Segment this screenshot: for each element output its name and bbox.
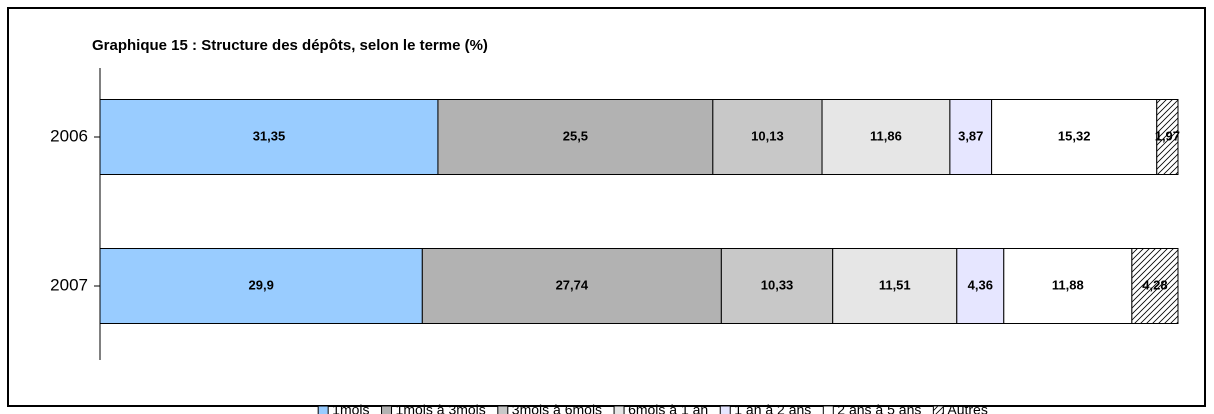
bar-segment: [421, 248, 722, 324]
bar-segment: [1131, 248, 1179, 324]
bar-segment: [956, 248, 1005, 324]
data-label: 10,33: [761, 277, 794, 292]
legend-label: 1mois: [332, 402, 369, 414]
legend-swatch: [822, 405, 834, 414]
bar-segment: [1003, 248, 1133, 324]
data-label: 1,97: [1155, 128, 1180, 143]
data-label: 27,74: [556, 277, 589, 292]
bar-segment: [99, 99, 439, 175]
category-label: 2007: [50, 275, 88, 294]
bar-segment: [991, 99, 1158, 175]
legend-swatch: [317, 405, 329, 414]
bar-segment: [832, 248, 958, 324]
data-label: 11,86: [870, 128, 902, 143]
legend-label: 1 an à 2 ans: [734, 402, 811, 414]
bar-segment: [1156, 99, 1179, 175]
bar-segment: [437, 99, 714, 175]
frame: [7, 7, 1206, 407]
data-label: 25,5: [563, 128, 588, 143]
chart-title: Graphique 15 : Structure des dépôts, sel…: [92, 37, 488, 54]
category-label: 2006: [50, 126, 88, 145]
data-label: 4,36: [968, 277, 993, 292]
data-label: 11,51: [879, 277, 911, 292]
legend-swatch: [719, 405, 731, 414]
legend-swatch: [613, 405, 625, 414]
legend-label: 2 ans à 5 ans: [837, 402, 921, 414]
legend-swatch: [381, 405, 393, 414]
data-label: 31,35: [253, 128, 286, 143]
legend-swatch: [497, 405, 509, 414]
data-label: 11,88: [1052, 277, 1084, 292]
bar-segment: [712, 99, 823, 175]
bar-segment: [99, 248, 423, 324]
legend-label: 3mois à 6mois: [512, 402, 602, 414]
data-label: 29,9: [249, 277, 274, 292]
data-label: 3,87: [958, 128, 983, 143]
legend-label: 1mois à 3mois: [396, 402, 486, 414]
legend-label: 6mois à 1 an: [628, 402, 708, 414]
data-label: 4,28: [1142, 277, 1167, 292]
legend-label: Autres: [947, 402, 987, 414]
bar-segment: [821, 99, 951, 175]
data-label: 10,13: [751, 128, 784, 143]
data-label: 15,32: [1058, 128, 1091, 143]
bar-segment: [720, 248, 834, 324]
legend-swatch: [932, 405, 944, 414]
